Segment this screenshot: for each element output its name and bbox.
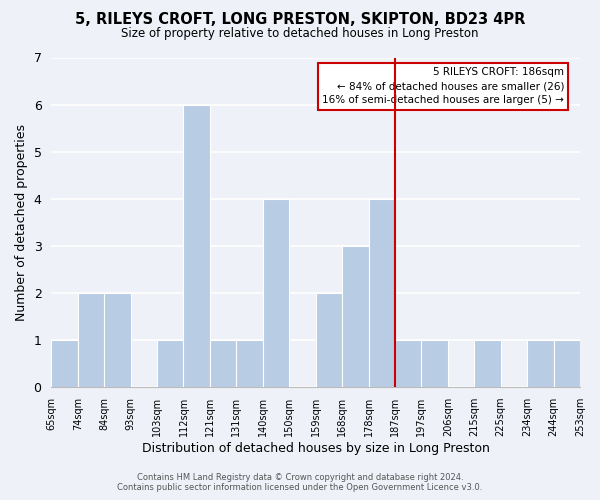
Bar (421, 340, 448, 387)
Bar (316, 293, 342, 387)
Bar (263, 199, 289, 387)
Bar (395, 340, 421, 387)
Bar (51, 340, 78, 387)
Bar (554, 340, 580, 387)
Bar (236, 340, 263, 387)
Bar (527, 340, 554, 387)
Bar (342, 246, 368, 387)
Bar (104, 293, 131, 387)
X-axis label: Distribution of detached houses by size in Long Preston: Distribution of detached houses by size … (142, 442, 490, 455)
Bar (78, 293, 104, 387)
Y-axis label: Number of detached properties: Number of detached properties (15, 124, 28, 321)
Bar (157, 340, 184, 387)
Text: Size of property relative to detached houses in Long Preston: Size of property relative to detached ho… (121, 28, 479, 40)
Bar (184, 104, 210, 387)
Bar (368, 199, 395, 387)
Text: 5, RILEYS CROFT, LONG PRESTON, SKIPTON, BD23 4PR: 5, RILEYS CROFT, LONG PRESTON, SKIPTON, … (75, 12, 525, 28)
Bar (210, 340, 236, 387)
Bar (474, 340, 500, 387)
Text: Contains HM Land Registry data © Crown copyright and database right 2024.
Contai: Contains HM Land Registry data © Crown c… (118, 473, 482, 492)
Text: 5 RILEYS CROFT: 186sqm
← 84% of detached houses are smaller (26)
16% of semi-det: 5 RILEYS CROFT: 186sqm ← 84% of detached… (322, 68, 564, 106)
